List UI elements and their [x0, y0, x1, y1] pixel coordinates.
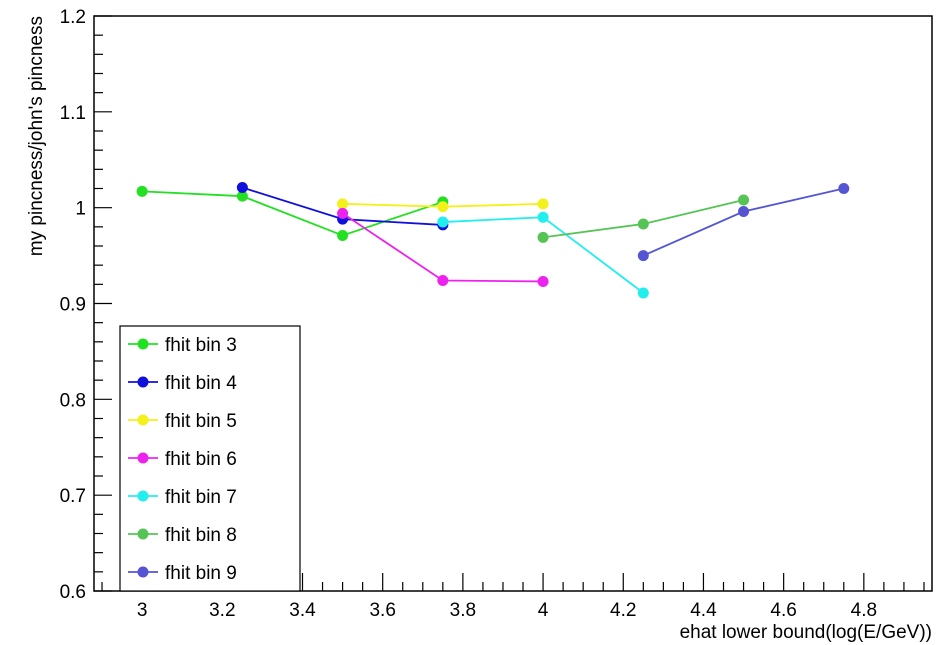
- legend-label: fhit bin 3: [165, 335, 237, 356]
- x-tick-label: 3.6: [369, 600, 395, 621]
- x-tick-label: 4: [538, 600, 549, 621]
- data-point: [437, 201, 449, 213]
- data-point: [537, 231, 549, 243]
- legend-marker: [137, 566, 149, 578]
- x-tick-label: 3.8: [450, 600, 476, 621]
- legend-label: fhit bin 5: [165, 411, 237, 432]
- legend-label: fhit bin 9: [165, 563, 237, 584]
- legend-marker: [137, 490, 149, 502]
- data-point: [337, 207, 349, 219]
- y-tick-label: 1: [75, 199, 86, 220]
- legend-marker: [137, 452, 149, 464]
- data-point: [236, 190, 248, 202]
- legend-entry: fhit bin 6: [128, 449, 237, 470]
- data-point: [537, 275, 549, 287]
- y-tick-label: 1.1: [60, 103, 86, 124]
- series-5: [437, 211, 649, 299]
- legend-entry: fhit bin 4: [128, 373, 237, 394]
- axis-ticks: 3 3.2 3.4 3.6 3.8 4 4.2 4.4 4.6 4.8 0.6 0.7 0.8 0.9 1 1…: [60, 7, 925, 621]
- y-tick-label: 1.2: [60, 7, 86, 28]
- data-point: [738, 206, 750, 217]
- legend-marker: [137, 414, 149, 426]
- y-tick-label: 0.9: [60, 295, 86, 316]
- data-point: [838, 183, 850, 194]
- x-tick-label: 3.4: [289, 600, 316, 621]
- series-line: [142, 190, 444, 237]
- data-point: [637, 250, 649, 262]
- y-tick-label: 0.8: [60, 390, 86, 411]
- legend-entry: fhit bin 3: [128, 335, 237, 356]
- data-point: [738, 194, 750, 206]
- data-point: [537, 211, 549, 223]
- data-point: [136, 185, 148, 197]
- data-point: [637, 287, 649, 299]
- data-point: [337, 198, 349, 210]
- x-tick-label: 4.4: [690, 600, 717, 621]
- x-axis-title: ehat lower bound(log(E/GeV)): [680, 622, 932, 643]
- x-tick-label: 3: [137, 600, 148, 621]
- data-point: [236, 182, 248, 194]
- legend-label: fhit bin 8: [165, 525, 237, 546]
- data-point: [637, 218, 649, 230]
- data-point: [537, 198, 549, 210]
- data-point: [437, 216, 449, 228]
- legend-entry: fhit bin 8: [128, 525, 237, 546]
- legend-label: fhit bin 7: [165, 487, 237, 508]
- data-point: [337, 229, 349, 241]
- legend-marker: [137, 376, 149, 388]
- y-tick-label: 0.6: [60, 582, 86, 603]
- x-tick-label: 4.2: [610, 600, 636, 621]
- series-7: [637, 183, 850, 262]
- legend: fhit bin 3 fhit bin 4 fhit bin 5 fhit bin 6…: [119, 325, 301, 592]
- legend-marker: [137, 338, 149, 350]
- series-3: [337, 198, 549, 213]
- series-6: [537, 194, 750, 243]
- x-tick-label: 4.8: [851, 600, 877, 621]
- x-tick-label: 4.6: [770, 600, 796, 621]
- y-tick-label: 0.7: [60, 486, 86, 507]
- legend-label: fhit bin 4: [165, 373, 237, 394]
- data-series: [136, 182, 850, 299]
- series-1: [136, 185, 449, 241]
- x-tick-label: 3.2: [209, 600, 235, 621]
- legend-entry: fhit bin 5: [128, 411, 237, 432]
- y-axis-title: my pincness/john's pincness: [26, 16, 47, 256]
- data-point: [437, 275, 449, 286]
- legend-entry: fhit bin 7: [128, 487, 237, 508]
- legend-label: fhit bin 6: [165, 449, 237, 470]
- legend-marker: [137, 528, 149, 540]
- series-4: [337, 207, 549, 287]
- legend-entry: fhit bin 9: [128, 563, 237, 584]
